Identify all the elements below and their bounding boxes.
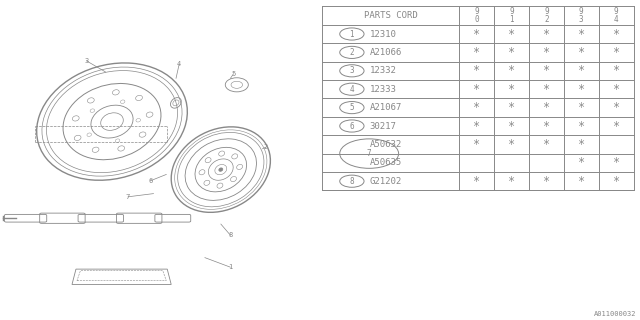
Text: *: * (508, 64, 515, 77)
Text: *: * (543, 64, 550, 77)
Ellipse shape (219, 168, 223, 171)
Text: *: * (473, 119, 480, 132)
Text: 1: 1 (349, 29, 354, 38)
Text: 5: 5 (349, 103, 354, 112)
Text: 9
4: 9 4 (614, 7, 618, 24)
Text: 9
3: 9 3 (579, 7, 584, 24)
Text: A011000032: A011000032 (595, 311, 637, 317)
Text: *: * (508, 46, 515, 59)
Text: A50632: A50632 (369, 140, 402, 149)
Text: A50635: A50635 (369, 158, 402, 167)
Text: *: * (473, 101, 480, 114)
Text: *: * (508, 83, 515, 96)
Text: 1: 1 (228, 264, 232, 270)
Text: 9
0: 9 0 (474, 7, 479, 24)
Text: *: * (543, 175, 550, 188)
Text: 6: 6 (148, 178, 152, 184)
Text: *: * (508, 119, 515, 132)
Text: *: * (543, 138, 550, 151)
Text: 12332: 12332 (369, 66, 396, 75)
Text: *: * (473, 138, 480, 151)
Text: *: * (473, 175, 480, 188)
Text: *: * (543, 119, 550, 132)
Text: *: * (578, 119, 585, 132)
Text: *: * (612, 46, 620, 59)
Text: *: * (508, 138, 515, 151)
Text: *: * (473, 64, 480, 77)
Text: *: * (508, 101, 515, 114)
Text: *: * (612, 64, 620, 77)
Text: 3: 3 (349, 66, 354, 75)
Text: 30217: 30217 (369, 122, 396, 131)
Text: *: * (473, 83, 480, 96)
Text: A21066: A21066 (369, 48, 402, 57)
Text: 2: 2 (264, 144, 268, 150)
Text: *: * (578, 138, 585, 151)
Text: *: * (612, 28, 620, 41)
Text: 5: 5 (232, 71, 236, 76)
Text: *: * (578, 46, 585, 59)
Text: *: * (578, 28, 585, 41)
Text: *: * (543, 101, 550, 114)
Text: 8: 8 (349, 177, 354, 186)
Text: *: * (578, 156, 585, 169)
Text: 12310: 12310 (369, 29, 396, 38)
Text: 7: 7 (367, 149, 371, 158)
Text: *: * (578, 83, 585, 96)
Text: G21202: G21202 (369, 177, 402, 186)
Text: 12333: 12333 (369, 85, 396, 94)
Text: 9
2: 9 2 (544, 7, 548, 24)
Text: 6: 6 (349, 122, 354, 131)
Text: *: * (543, 46, 550, 59)
Text: PARTS CORD: PARTS CORD (364, 11, 417, 20)
Text: *: * (612, 156, 620, 169)
Text: *: * (543, 28, 550, 41)
Text: 3: 3 (84, 58, 88, 64)
Text: *: * (578, 175, 585, 188)
Text: 9
1: 9 1 (509, 7, 514, 24)
Text: *: * (578, 101, 585, 114)
Text: *: * (612, 175, 620, 188)
Text: *: * (612, 101, 620, 114)
Text: *: * (473, 46, 480, 59)
Text: A21067: A21067 (369, 103, 402, 112)
Text: *: * (578, 64, 585, 77)
Text: *: * (508, 28, 515, 41)
Text: *: * (473, 28, 480, 41)
Text: 7: 7 (126, 194, 130, 200)
Text: *: * (508, 175, 515, 188)
Text: *: * (543, 83, 550, 96)
Text: 2: 2 (349, 48, 354, 57)
Text: 4: 4 (349, 85, 354, 94)
Text: 8: 8 (228, 232, 232, 238)
Text: *: * (612, 119, 620, 132)
Text: 4: 4 (177, 61, 181, 67)
Text: *: * (612, 83, 620, 96)
